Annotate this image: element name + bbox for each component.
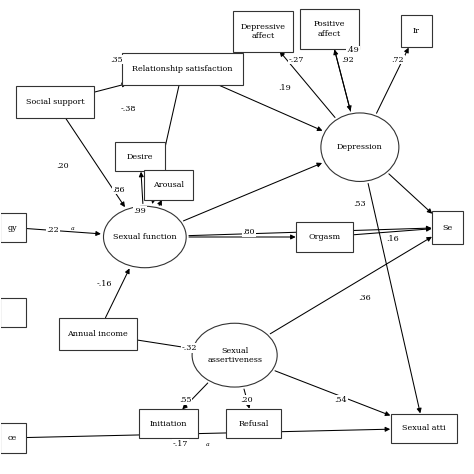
FancyBboxPatch shape [300, 9, 359, 49]
FancyBboxPatch shape [144, 170, 193, 200]
Text: Refusal: Refusal [238, 419, 269, 428]
Text: .92: .92 [342, 56, 355, 64]
Text: a: a [206, 442, 210, 447]
Text: .72: .72 [392, 56, 404, 64]
Text: Positive
affect: Positive affect [313, 20, 345, 37]
Text: .53: .53 [354, 200, 366, 208]
Text: .22: .22 [46, 226, 59, 234]
Ellipse shape [192, 323, 277, 387]
Ellipse shape [103, 206, 186, 268]
Text: Orgasm: Orgasm [309, 233, 340, 241]
Text: Se: Se [442, 224, 453, 231]
Text: Social support: Social support [26, 98, 84, 106]
Text: .99: .99 [134, 207, 146, 215]
Text: .80: .80 [243, 228, 255, 236]
Text: Sexual function: Sexual function [113, 233, 177, 241]
FancyBboxPatch shape [139, 409, 198, 438]
FancyBboxPatch shape [122, 53, 243, 85]
Text: Arousal: Arousal [153, 181, 184, 189]
FancyBboxPatch shape [0, 423, 26, 453]
Text: -.17: -.17 [173, 440, 188, 448]
Text: -.38: -.38 [120, 105, 136, 113]
Text: a: a [71, 226, 74, 231]
FancyBboxPatch shape [227, 409, 281, 438]
Text: .20: .20 [240, 396, 253, 404]
Text: .55: .55 [179, 396, 191, 404]
Text: Ir: Ir [413, 27, 420, 36]
Text: -.16: -.16 [97, 280, 112, 288]
Text: Sexual
assertiveness: Sexual assertiveness [207, 346, 262, 364]
Text: Sexual atti: Sexual atti [402, 424, 446, 432]
Text: .16: .16 [387, 236, 399, 243]
Text: Desire: Desire [127, 153, 154, 161]
Text: -.27: -.27 [288, 56, 304, 64]
Text: -.32: -.32 [182, 344, 198, 352]
FancyBboxPatch shape [401, 15, 432, 47]
Text: .86: .86 [112, 186, 125, 194]
Text: gy: gy [8, 224, 18, 231]
Ellipse shape [321, 113, 399, 182]
FancyBboxPatch shape [296, 222, 353, 252]
FancyBboxPatch shape [0, 298, 26, 327]
Text: .36: .36 [358, 294, 371, 302]
FancyBboxPatch shape [391, 414, 457, 443]
FancyBboxPatch shape [59, 318, 137, 350]
FancyBboxPatch shape [234, 11, 292, 52]
Text: Annual income: Annual income [67, 330, 128, 338]
FancyBboxPatch shape [16, 86, 94, 118]
FancyBboxPatch shape [115, 142, 165, 171]
Text: .20: .20 [56, 162, 68, 170]
Text: Initiation: Initiation [150, 419, 187, 428]
Text: .54: .54 [335, 396, 347, 404]
Text: .35: .35 [110, 56, 123, 64]
FancyBboxPatch shape [432, 211, 463, 244]
FancyBboxPatch shape [0, 213, 26, 242]
Text: Depressive
affect: Depressive affect [240, 23, 285, 40]
Text: Relationship satisfaction: Relationship satisfaction [132, 65, 233, 73]
Text: Depression: Depression [337, 143, 383, 151]
Text: ce: ce [8, 434, 17, 442]
Text: .19: .19 [278, 84, 291, 92]
Text: .49: .49 [346, 46, 359, 55]
